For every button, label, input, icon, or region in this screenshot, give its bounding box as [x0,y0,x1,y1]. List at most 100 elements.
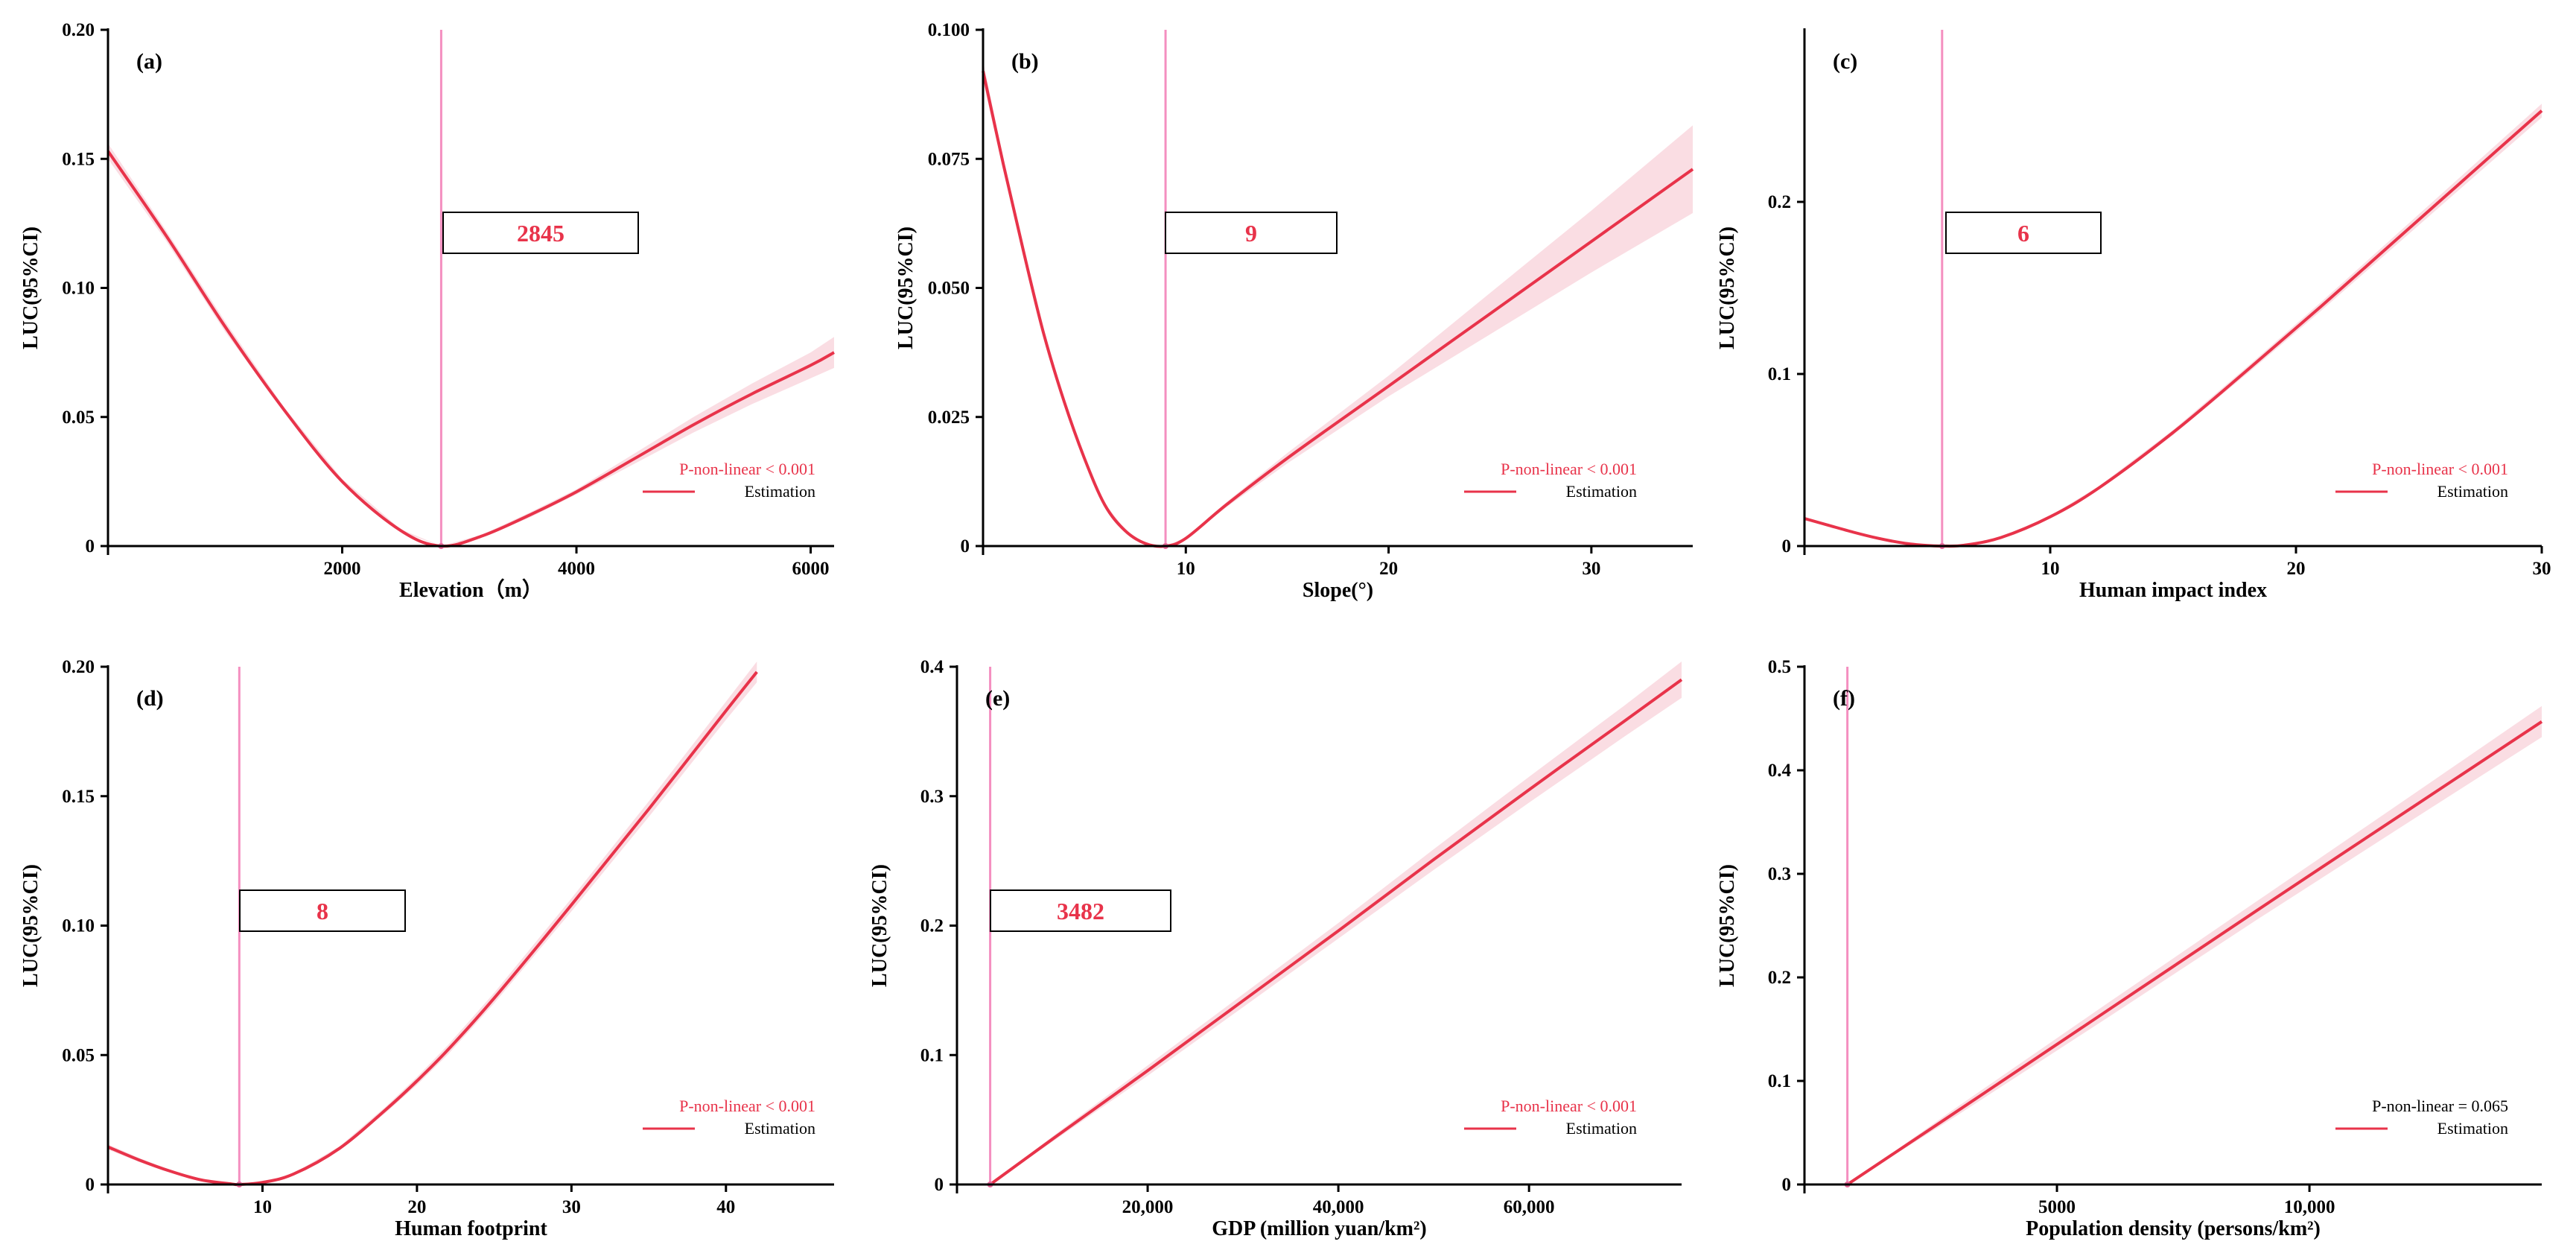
y-tick-label: 0.15 [62,787,95,807]
y-tick-label: 0.4 [920,657,944,677]
estimation-curve [106,150,835,548]
p-value-text: P-non-linear < 0.001 [679,460,815,478]
x-tick-label: 10,000 [2284,1197,2335,1217]
estimation-curve [1846,720,2543,1186]
x-tick-label: 10 [253,1197,272,1217]
panel-label: (b) [1011,49,1039,74]
threshold-box [1945,212,2102,254]
legend-label: Estimation [1566,482,1637,501]
threshold-value: 3482 [1057,898,1104,924]
y-axis-title: LUC(95%CI) [19,226,42,349]
confidence-band [1804,104,2542,547]
threshold-box [990,889,1171,932]
panel-label: (d) [136,686,164,711]
x-axis-title: Human footprint [395,1217,547,1240]
y-tick-label: 0.10 [62,916,95,936]
y-tick-label: 0.20 [62,657,95,677]
threshold-value: 6 [2017,220,2029,247]
panel-e: 0 0.1 0.2 0.3 0.4 20,000 40,000 60,000 GDP (mill… [868,657,1683,1240]
y-tick-label: 0.1 [1768,1071,1791,1091]
confidence-band [108,143,834,546]
legend-label: Estimation [1566,1119,1637,1138]
panel-label: (f) [1833,686,1855,711]
legend-label: Estimation [745,482,815,501]
threshold-box [442,212,639,254]
y-tick-label: 0 [86,1175,95,1195]
y-axis-title: LUC(95%CI) [868,864,891,987]
threshold-box [239,889,406,932]
y-tick-label: 0 [1782,536,1792,556]
y-tick-label: 0 [935,1175,944,1195]
y-tick-label: 0 [961,536,970,556]
panel-label: (a) [136,49,162,74]
x-tick-label: 20 [2287,559,2306,579]
panel-c: 0 0.1 0.2 10 20 30 Human impact index LUC(95%CI… [1716,28,2551,602]
x-tick-label: 10 [2041,559,2060,579]
panel-d: 0 0.05 0.10 0.15 0.20 10 20 30 40 Human footprint… [19,657,834,1240]
estimation-curve [989,678,1683,1186]
threshold-value: 2845 [517,220,565,247]
y-tick-label: 0.05 [62,407,95,428]
x-tick-label: 5000 [2038,1197,2076,1217]
y-tick-label: 0.1 [1768,364,1791,384]
x-tick-label: 20,000 [1122,1197,1174,1217]
x-tick-label: 30 [2533,559,2551,579]
estimation-curve [107,670,758,1187]
y-tick-label: 0.1 [920,1045,944,1065]
y-tick-label: 0.050 [928,279,970,299]
y-tick-label: 0.2 [1768,968,1791,988]
confidence-band [990,662,1682,1184]
x-axis-title: Slope(°) [1303,579,1373,602]
confidence-band [108,662,757,1184]
y-tick-label: 0.3 [1768,864,1791,884]
panel-b: 0 0.025 0.050 0.075 0.100 10 20 30 Slope(°) LUC(9… [894,20,1694,602]
x-tick-label: 2000 [324,559,361,579]
x-tick-label: 30 [1582,559,1600,579]
panel-label: (e) [985,686,1010,711]
y-tick-label: 0.075 [928,149,970,169]
y-tick-label: 0 [86,536,95,556]
y-tick-label: 0.025 [928,407,970,428]
x-tick-label: 10 [1177,559,1195,579]
x-tick-label: 20 [1379,559,1398,579]
y-tick-label: 0.20 [62,20,95,40]
threshold-value: 8 [317,898,328,924]
p-value-text: P-non-linear < 0.001 [1501,460,1637,478]
x-tick-label: 30 [562,1197,581,1217]
confidence-band [1847,705,2542,1184]
panel-label: (c) [1833,49,1857,74]
panel-a: 0 0.05 0.10 0.15 0.20 2000 4000 6000 Elevation（m… [19,20,835,602]
y-tick-label: 0.2 [920,916,944,936]
y-tick-label: 0.10 [62,279,95,299]
threshold-box [1165,212,1338,254]
y-tick-label: 0.5 [1768,657,1791,677]
x-axis-title: Human impact index [2079,579,2267,602]
x-tick-label: 6000 [792,559,830,579]
y-axis-title: LUC(95%CI) [19,864,42,987]
x-axis-title: GDP (million yuan/km²) [1212,1217,1426,1240]
x-tick-label: 20 [407,1197,426,1217]
y-tick-label: 0.3 [920,787,944,807]
y-tick-label: 0.100 [928,20,970,40]
legend-label: Estimation [2437,1119,2508,1138]
threshold-value: 9 [1245,220,1257,247]
p-value-text: P-non-linear < 0.001 [2372,460,2508,478]
x-axis-title: Population density (persons/km²) [2026,1217,2321,1240]
p-value-text: P-non-linear < 0.001 [679,1097,815,1115]
p-value-text: P-non-linear = 0.065 [2372,1097,2508,1115]
x-tick-label: 4000 [558,559,595,579]
y-tick-label: 0.15 [62,149,95,169]
x-tick-label: 40 [716,1197,735,1217]
estimation-curve [1804,110,2543,548]
y-axis-title: LUC(95%CI) [1716,864,1739,987]
y-axis-title: LUC(95%CI) [1716,226,1739,349]
y-axis-title: LUC(95%CI) [894,226,917,349]
y-tick-label: 0.4 [1768,761,1792,781]
p-value-text: P-non-linear < 0.001 [1501,1097,1637,1115]
legend-label: Estimation [745,1119,815,1138]
x-axis-title: Elevation（m） [399,577,543,602]
legend-label: Estimation [2437,482,2508,501]
y-tick-label: 0 [1782,1175,1792,1195]
